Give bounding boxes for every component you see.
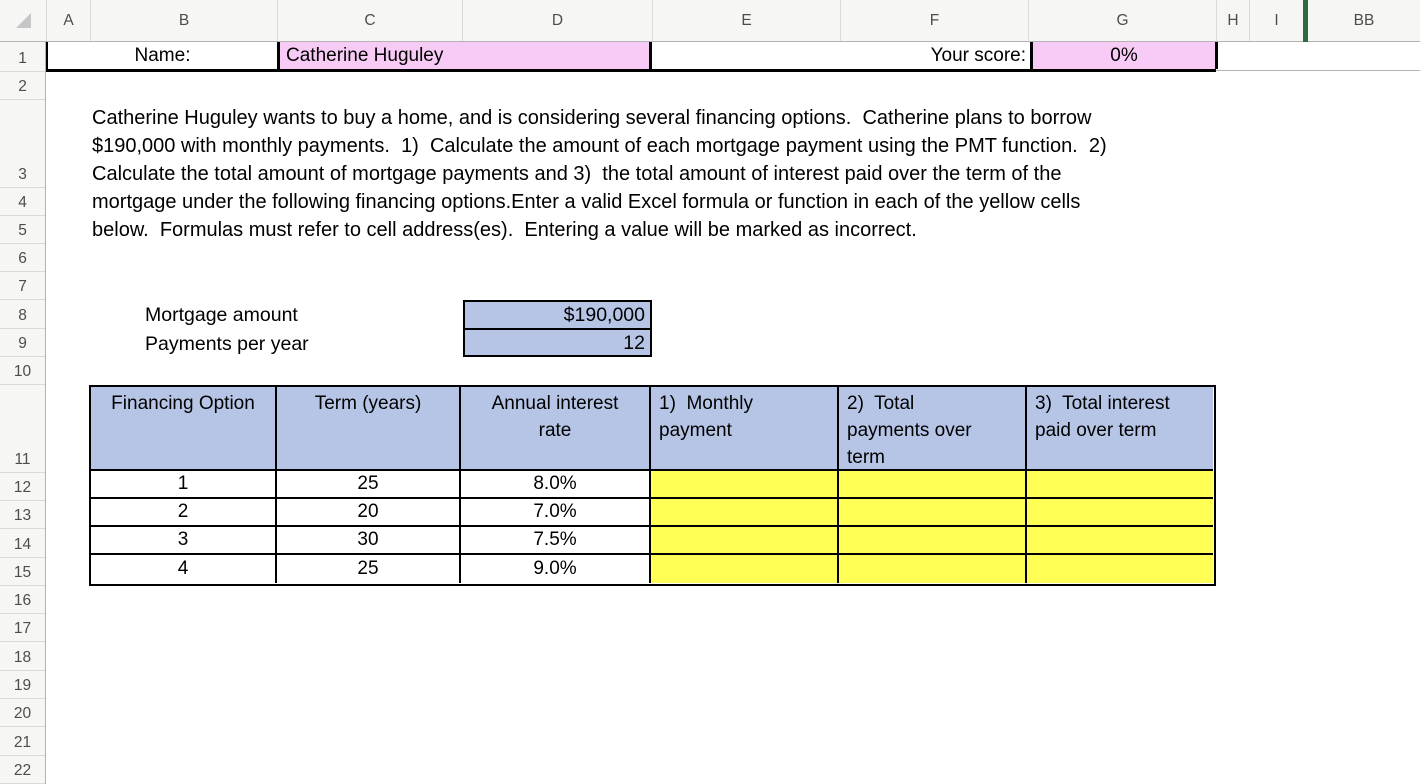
row-header-6[interactable]: 6 [0,244,45,272]
cell-name-value[interactable]: Catherine Huguley [277,42,652,69]
financing-table-header-monthly-payment[interactable]: 1) Monthly payment [651,387,839,471]
row-header-14[interactable]: 14 [0,529,45,558]
cell-mortgage-amount-label[interactable]: Mortgage amount [145,304,298,326]
cell-financing-option[interactable]: 1 [91,471,277,499]
financing-table-header-total-interest[interactable]: 3) Total interest paid over term [1027,387,1213,471]
cell-interest-rate[interactable]: 9.0% [461,555,651,583]
cell-payments-per-year-value[interactable]: 12 [465,328,650,354]
select-all-triangle-icon [15,13,31,28]
row-header-3[interactable]: 3 [0,100,45,188]
row-header-15[interactable]: 15 [0,558,45,586]
select-all-corner[interactable] [0,0,46,41]
row-header-13[interactable]: 13 [0,501,45,529]
row-header-4[interactable]: 4 [0,188,45,216]
cell-total-payments[interactable] [839,555,1027,583]
hidden-columns-divider [1303,0,1308,42]
cell-monthly-payment[interactable] [651,555,839,583]
row-header-7[interactable]: 7 [0,272,45,300]
instructions-line: Catherine Huguley wants to buy a home, a… [92,107,1092,129]
financing-table-header-option[interactable]: Financing Option [91,387,277,471]
column-header-G[interactable]: G [1028,0,1216,41]
row-header-18[interactable]: 18 [0,642,45,671]
cell-score-value[interactable]: 0% [1030,42,1218,69]
row-header-22[interactable]: 22 [0,756,45,784]
cell-interest-rate[interactable]: 8.0% [461,471,651,499]
cell-financing-option[interactable]: 3 [91,527,277,555]
instructions-line: below. Formulas must refer to cell addre… [92,219,917,241]
financing-table-header-term[interactable]: Term (years) [277,387,461,471]
row-header-20[interactable]: 20 [0,699,45,727]
cell-financing-option[interactable]: 2 [91,499,277,527]
cell-term-years[interactable]: 20 [277,499,461,527]
row-header-1[interactable]: 1 [0,42,45,72]
cell-total-interest[interactable] [1027,471,1213,499]
cell-payments-per-year-label[interactable]: Payments per year [145,333,309,355]
column-header-C[interactable]: C [277,0,462,41]
cell-total-interest[interactable] [1027,527,1213,555]
header-row: Name: Catherine Huguley Your score: 0% [46,42,1218,72]
instructions-line: $190,000 with monthly payments. 1) Calcu… [92,135,1107,157]
row-header-12[interactable]: 12 [0,473,45,501]
instructions-line: mortgage under the following financing o… [92,191,1081,213]
row-header-8[interactable]: 8 [0,300,45,329]
cell-monthly-payment[interactable] [651,471,839,499]
column-header-B[interactable]: B [90,0,277,41]
row-header-strip: 1 2 3 4 5 6 7 8 9 10 11 12 13 14 15 16 17 18 19 20 21 22 [0,42,46,784]
instructions-text: Catherine Huguley wants to buy a home, a… [92,104,1107,244]
cell-term-years[interactable]: 30 [277,527,461,555]
column-header-BB[interactable]: BB [1353,11,1375,29]
cell-monthly-payment[interactable] [651,527,839,555]
row-header-19[interactable]: 19 [0,671,45,699]
cell-total-payments[interactable] [839,471,1027,499]
cell-total-payments[interactable] [839,499,1027,527]
column-header-I[interactable]: I [1249,0,1303,41]
cell-total-interest[interactable] [1027,555,1213,583]
parameter-value-box: $190,000 12 [463,300,652,357]
row-header-21[interactable]: 21 [0,727,45,756]
cell-mortgage-amount-value[interactable]: $190,000 [563,304,645,326]
column-header-A[interactable]: A [46,0,90,41]
gridline [1216,70,1420,71]
column-header-strip: A B C D E F G H I BB [0,0,1420,42]
financing-table-header-total-payments[interactable]: 2) Total payments over term [839,387,1027,471]
cell-financing-option[interactable]: 4 [91,555,277,583]
cell-name-label[interactable]: Name: [134,45,191,66]
cell-interest-rate[interactable]: 7.0% [461,499,651,527]
row-header-9[interactable]: 9 [0,329,45,357]
cell-total-payments[interactable] [839,527,1027,555]
cell-score-label[interactable]: Your score: [930,45,1026,66]
row-header-5[interactable]: 5 [0,216,45,244]
cell-monthly-payment[interactable] [651,499,839,527]
cell-term-years[interactable]: 25 [277,471,461,499]
row-header-11[interactable]: 11 [0,385,45,473]
column-header-E[interactable]: E [652,0,840,41]
instructions-line: Calculate the total amount of mortgage p… [92,163,1062,185]
financing-options-table: Financing Option Term (years) Annual inter… [89,385,1216,586]
column-header-H[interactable]: H [1216,0,1249,41]
column-header-F[interactable]: F [840,0,1028,41]
row-header-17[interactable]: 17 [0,614,45,642]
cell-total-interest[interactable] [1027,499,1213,527]
cell-interest-rate[interactable]: 7.5% [461,527,651,555]
row-header-10[interactable]: 10 [0,357,45,385]
row-header-2[interactable]: 2 [0,72,45,100]
column-header-D[interactable]: D [462,0,652,41]
row-header-16[interactable]: 16 [0,586,45,614]
financing-table-header-rate[interactable]: Annual interest rate [461,387,651,471]
cell-term-years[interactable]: 25 [277,555,461,583]
